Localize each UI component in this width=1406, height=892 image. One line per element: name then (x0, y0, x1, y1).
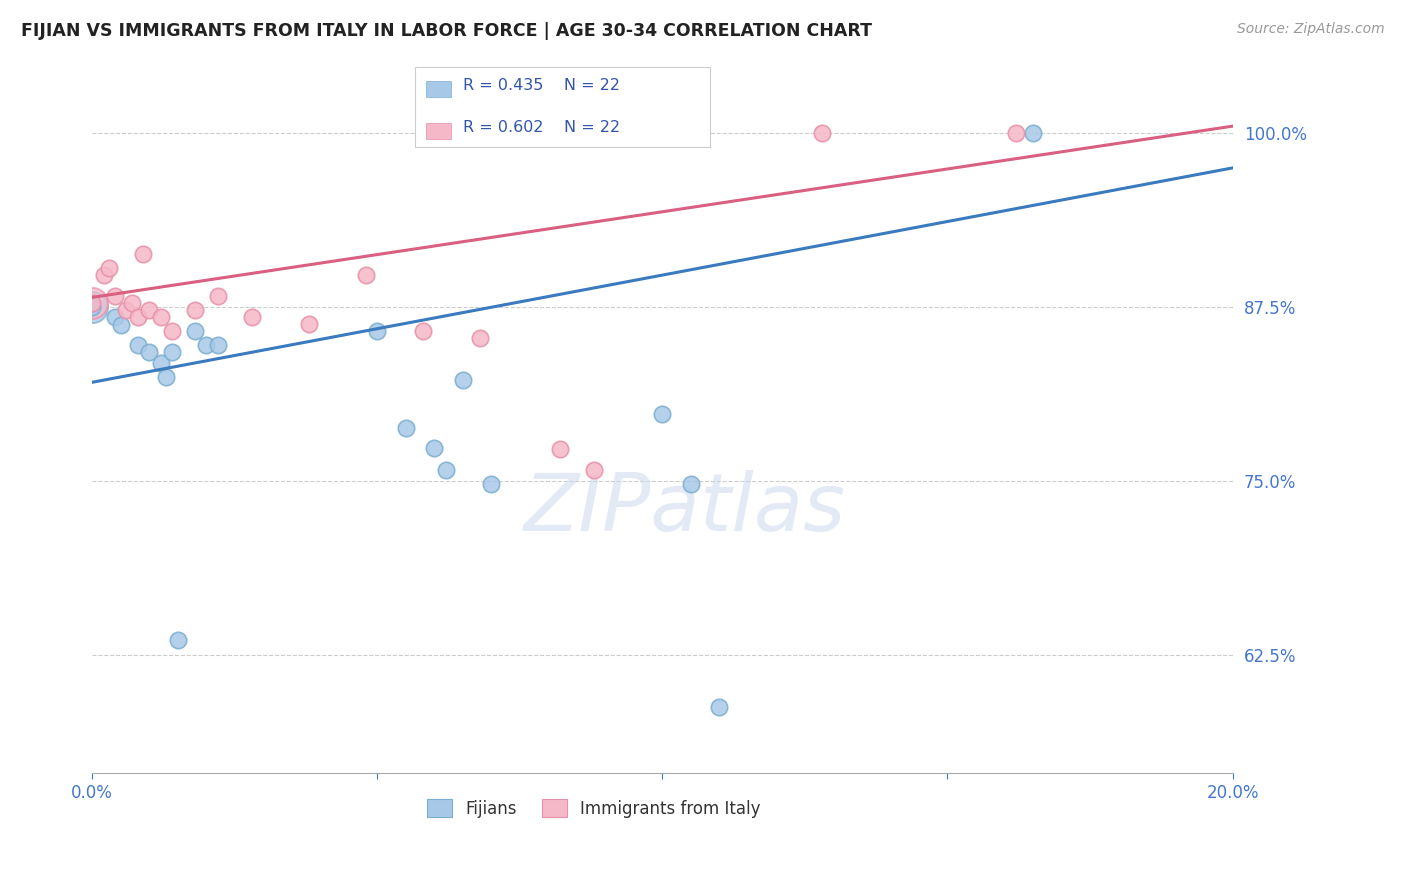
Point (127, 310, 149, 324)
Point (82, 296, 104, 310)
Point (82, 300, 104, 314)
Point (121, 296, 143, 310)
Point (82, 300, 104, 314)
Point (138, 302, 160, 317)
Point (127, 337, 149, 351)
Point (160, 344, 183, 359)
Point (149, 310, 172, 324)
Point (82, 296, 104, 310)
Point (479, 476, 502, 491)
Point (115, 302, 138, 317)
Point (548, 442, 571, 456)
Point (207, 337, 229, 351)
Point (149, 356, 172, 370)
Point (434, 463, 457, 477)
Point (98, 261, 121, 276)
Point (240, 310, 263, 324)
Point (184, 302, 207, 317)
Point (468, 331, 491, 345)
Text: R = 0.602    N = 22: R = 0.602 N = 22 (463, 120, 620, 135)
Point (166, 632, 188, 647)
Point (138, 344, 160, 359)
Point (395, 421, 418, 435)
Point (366, 324, 388, 338)
Text: FIJIAN VS IMMIGRANTS FROM ITALY IN LABOR FORCE | AGE 30-34 CORRELATION CHART: FIJIAN VS IMMIGRANTS FROM ITALY IN LABOR… (21, 22, 872, 40)
Point (651, 407, 673, 421)
Point (1005, 126, 1028, 140)
Point (110, 318, 132, 333)
Point (423, 441, 446, 455)
Point (451, 372, 474, 386)
Point (811, 126, 834, 140)
Text: ZIPatlas: ZIPatlas (524, 470, 846, 548)
Text: Source: ZipAtlas.com: Source: ZipAtlas.com (1237, 22, 1385, 37)
Point (93, 268, 115, 282)
Point (155, 369, 177, 384)
Text: R = 0.435    N = 22: R = 0.435 N = 22 (463, 78, 620, 93)
Point (679, 476, 702, 491)
Point (354, 268, 377, 282)
Point (184, 324, 207, 338)
Point (709, 699, 731, 714)
Point (1022, 126, 1045, 140)
Point (582, 463, 605, 477)
Point (412, 324, 434, 338)
Point (132, 247, 155, 261)
Point (104, 310, 127, 324)
Point (207, 289, 229, 303)
Point (104, 289, 127, 303)
Point (298, 317, 321, 331)
Point (195, 337, 218, 351)
Legend: Fijians, Immigrants from Italy: Fijians, Immigrants from Italy (420, 793, 768, 824)
Point (160, 324, 183, 338)
